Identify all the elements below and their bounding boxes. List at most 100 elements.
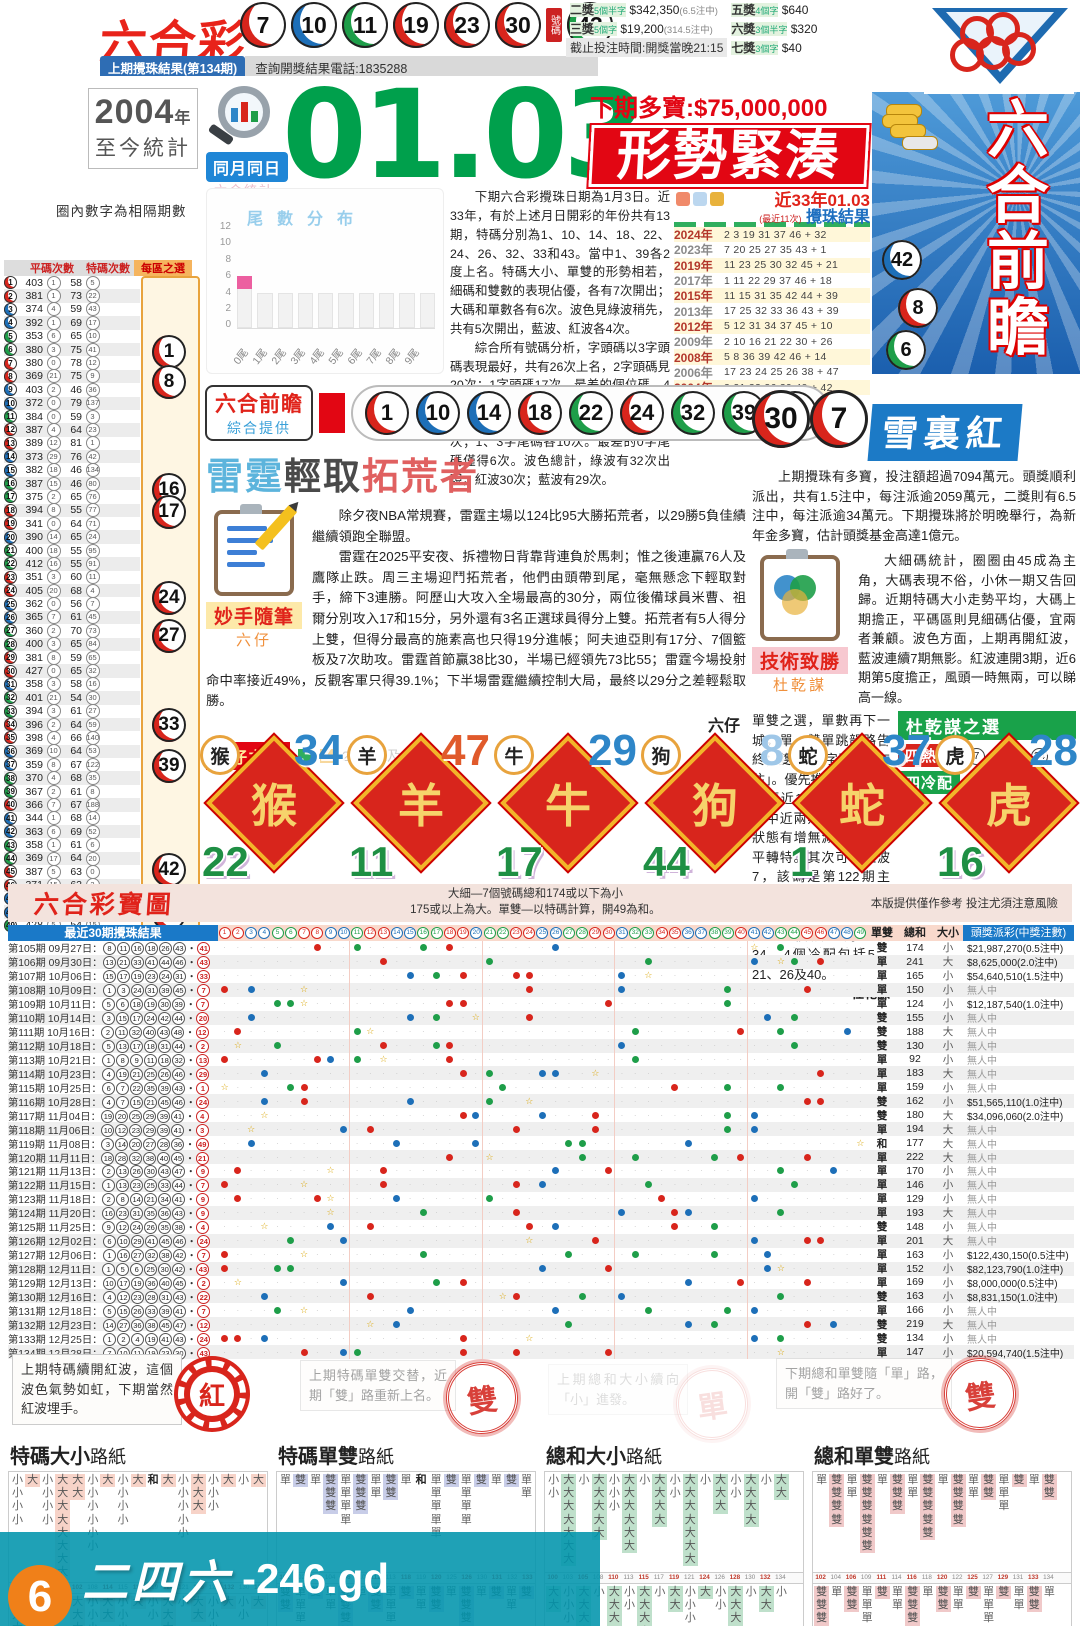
year-label: 2024年 — [674, 228, 713, 243]
dot-cell: · — [470, 1219, 483, 1234]
road-cell: 單 — [280, 1474, 292, 1486]
dot-cell: · — [567, 971, 571, 981]
road-column: 大 — [697, 1586, 713, 1600]
stats-row: 26 365 7 61 45 — [4, 610, 140, 625]
road-cell: 小 — [12, 1474, 24, 1486]
dot-cell: · — [567, 1180, 571, 1190]
green-strip — [674, 222, 870, 227]
dot-cell: · — [276, 1194, 279, 1204]
dot-cell: · — [859, 1124, 862, 1134]
gap-count: 84 — [85, 637, 100, 652]
dot-cell — [629, 1025, 642, 1039]
result-row: 第128期 12月11日： 1 5 6 25 30 42 ・ 43 · · · · · · · · · · · · · · ·… — [8, 1261, 1074, 1277]
stats-row: 11 384 0 59 3 — [4, 409, 140, 424]
total-value: 201 — [906, 1234, 924, 1247]
dot-cell: · — [382, 1222, 385, 1232]
dot-cell — [337, 1122, 351, 1137]
dot-cell: · — [726, 1054, 730, 1064]
dot-cell: · — [660, 1110, 664, 1120]
road-cell: 雙 — [293, 1474, 309, 1488]
drawn-number: 35 — [144, 1207, 158, 1221]
drawn-dot — [353, 1028, 361, 1036]
dot-cell: · — [686, 1236, 690, 1246]
dot-cell: · — [302, 1068, 306, 1078]
dot-cell: · — [421, 1264, 425, 1274]
dot-cell: · — [580, 1096, 584, 1106]
prize-value: 無人中 — [967, 1055, 997, 1067]
drawn-dot — [393, 1195, 401, 1203]
dot-cell: · — [753, 1068, 756, 1078]
dot-cell: · — [726, 1027, 730, 1037]
dot-cell: · — [461, 1082, 465, 1092]
dot-cell: · — [602, 954, 616, 969]
period-number: 120 — [936, 1574, 948, 1581]
gap-count: 41 — [85, 342, 100, 357]
dot-cell — [403, 1011, 416, 1025]
dot-grid: · · · · · ☆ · · · · · · · · · · · · · · · · · · · · · · · · · · · · · · · · · ·… — [218, 1247, 867, 1262]
prize-value: 無人中 — [967, 1083, 997, 1095]
dot-cell: · — [660, 1027, 664, 1037]
dot-cell: · — [806, 999, 809, 1009]
dot-cell: · — [289, 1194, 293, 1204]
gap-count: 30 — [85, 690, 100, 705]
columnist-badge: 妙手隨筆 六仔 — [206, 504, 302, 650]
dot-cell: · — [673, 1152, 677, 1162]
drawn-number: 38 — [158, 1249, 172, 1263]
zodiac-item: 狗狗 8 44 — [639, 729, 786, 883]
dot-cell: · — [726, 1291, 730, 1301]
gap-count: 3 — [46, 704, 61, 719]
dot-cell: · — [660, 1291, 664, 1301]
odd-even-value: 單 — [876, 1249, 888, 1262]
dot-cell: · — [435, 1208, 438, 1218]
road-column: 單 — [1042, 1586, 1057, 1599]
special-number: 43 — [196, 1263, 210, 1277]
dot-cell: · — [382, 1250, 385, 1260]
draw-label: 第126期 12月02日： 6 10 29 41 45 46 ・ 24 — [8, 1233, 218, 1249]
drawn-number: 4 — [102, 1095, 116, 1109]
banner-ball: 8 — [898, 288, 938, 328]
dot-cell: · — [766, 1194, 769, 1204]
dot-cell: · — [620, 1124, 624, 1134]
dot-cell: · — [602, 1136, 616, 1151]
dot-cell: · — [660, 1124, 664, 1134]
dot-cell: · — [263, 1319, 266, 1329]
dot-cell: · — [819, 1082, 822, 1092]
grid-number: 30 — [602, 927, 615, 939]
dot-cell: · — [368, 1041, 372, 1051]
dot-cell: · — [713, 943, 716, 953]
dot-cell: · — [421, 1277, 425, 1287]
dot-cell: · — [541, 1138, 544, 1148]
dot-cell: · — [633, 1194, 637, 1204]
dot-cell: · — [845, 1305, 849, 1315]
zodiac-bottom-number: 11 — [349, 838, 394, 885]
dot-cell: · — [461, 1236, 465, 1246]
dot-cell: · — [554, 1096, 558, 1106]
gap-count: 95 — [85, 543, 100, 558]
lottery-ball: 11 — [342, 2, 388, 48]
road-column: 小小 — [728, 1474, 743, 1500]
x-tick: 2尾 — [269, 346, 289, 368]
dot-cell: · — [819, 1124, 822, 1134]
dot-cell: · — [673, 1110, 677, 1120]
dot-cell: · — [302, 971, 306, 981]
dot-cell: · — [792, 1277, 796, 1287]
dot-cell: · — [735, 1261, 748, 1276]
drawn-number: 17 — [130, 1040, 144, 1054]
drawn-number: 45 — [171, 1151, 185, 1165]
dot-cell: · — [249, 943, 253, 953]
dot-cell: · — [726, 1222, 730, 1232]
drawn-dot — [353, 1055, 361, 1063]
dot-cell: · — [461, 1027, 465, 1037]
dot-cell: · — [602, 1247, 616, 1262]
dot-cell — [748, 1303, 761, 1317]
dot-cell: · — [541, 1250, 544, 1260]
road-cell: 大 — [743, 1500, 759, 1514]
dot-cell: · — [315, 1250, 319, 1260]
road-cell: 小 — [42, 1487, 54, 1500]
zodiac-item: 猴猴 34 22 — [198, 729, 345, 883]
dot-cell: · — [819, 1333, 822, 1343]
dot-cell: · — [337, 968, 351, 983]
draw-label: 第124期 11月20日： 16 23 31 35 36 43 ・ 9 — [8, 1205, 218, 1221]
dot-cell: · — [686, 1082, 690, 1092]
dot-cell: · — [735, 1303, 748, 1318]
